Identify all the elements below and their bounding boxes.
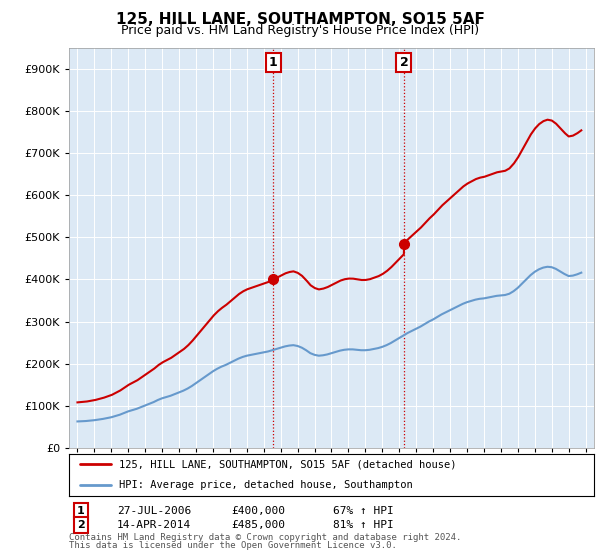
Text: HPI: Average price, detached house, Southampton: HPI: Average price, detached house, Sout… [119,480,413,490]
Text: 1: 1 [269,55,278,69]
Text: This data is licensed under the Open Government Licence v3.0.: This data is licensed under the Open Gov… [69,541,397,550]
Text: 27-JUL-2006: 27-JUL-2006 [117,506,191,516]
Text: 67% ↑ HPI: 67% ↑ HPI [333,506,394,516]
Text: 81% ↑ HPI: 81% ↑ HPI [333,520,394,530]
Text: 125, HILL LANE, SOUTHAMPTON, SO15 5AF: 125, HILL LANE, SOUTHAMPTON, SO15 5AF [116,12,484,27]
Text: £400,000: £400,000 [231,506,285,516]
Text: £485,000: £485,000 [231,520,285,530]
Text: Contains HM Land Registry data © Crown copyright and database right 2024.: Contains HM Land Registry data © Crown c… [69,533,461,542]
Text: 14-APR-2014: 14-APR-2014 [117,520,191,530]
Text: 2: 2 [400,55,409,69]
Text: 1: 1 [77,506,85,516]
Text: Price paid vs. HM Land Registry's House Price Index (HPI): Price paid vs. HM Land Registry's House … [121,24,479,37]
Text: 125, HILL LANE, SOUTHAMPTON, SO15 5AF (detached house): 125, HILL LANE, SOUTHAMPTON, SO15 5AF (d… [119,459,457,469]
Text: 2: 2 [77,520,85,530]
